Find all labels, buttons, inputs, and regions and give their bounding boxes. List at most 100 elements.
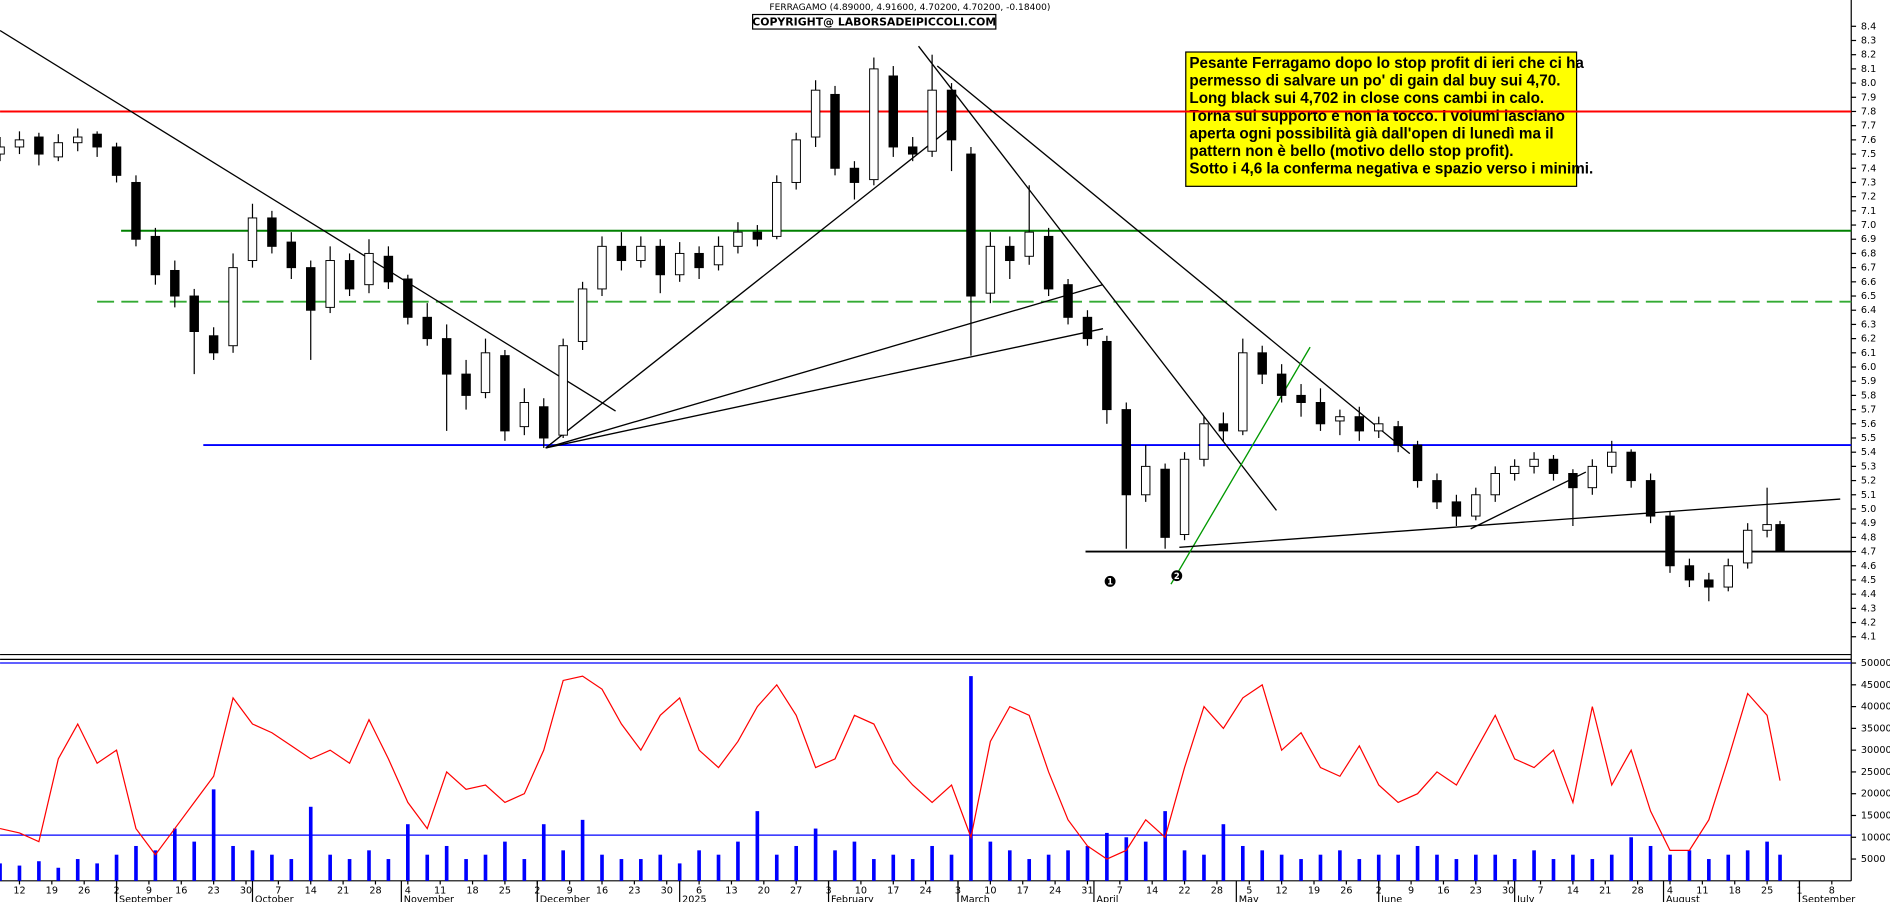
- y-tick-label: 7.7: [1861, 121, 1876, 132]
- y-tick-label: 6.9: [1861, 234, 1876, 245]
- month-label: 2025: [682, 895, 707, 902]
- trendline: [1179, 498, 1841, 548]
- x-tick-label: 11: [1696, 886, 1708, 897]
- candle-body: [772, 181, 782, 237]
- x-tick-label: 19: [1308, 886, 1320, 897]
- y-tick-label: 25000: [1861, 767, 1890, 778]
- candle-body: [985, 245, 996, 294]
- volume-bar: [1066, 850, 1070, 881]
- volume-bar: [1648, 845, 1653, 881]
- candle-body: [966, 153, 976, 297]
- candle-body: [170, 269, 180, 297]
- y-tick-label: 7.0: [1861, 220, 1876, 231]
- x-tick-label: 9: [146, 886, 152, 897]
- y-tick-label: 50000: [1861, 658, 1890, 669]
- candle-body: [1121, 409, 1132, 496]
- y-tick-label: 4.7: [1861, 547, 1876, 558]
- y-tick-label: 30000: [1861, 745, 1890, 756]
- month-label: September: [119, 895, 172, 902]
- candle-body: [150, 235, 161, 276]
- annotation-text: permesso di salvare un po' di gain dal b…: [1189, 72, 1560, 89]
- volume-bar: [1707, 859, 1711, 881]
- y-tick-label: 6.1: [1861, 348, 1876, 359]
- y-tick-label: 15000: [1861, 810, 1890, 821]
- x-tick-label: 28: [369, 886, 381, 897]
- x-tick-label: 24: [919, 886, 931, 897]
- volume-bar: [386, 859, 391, 881]
- chart-title: FERRAGAMO (4.89000, 4.91600, 4.70200, 4.…: [769, 3, 1050, 13]
- x-tick-label: 7: [1537, 886, 1543, 897]
- volume-bar: [1532, 850, 1536, 881]
- volume-bar: [1376, 854, 1381, 881]
- candle-body: [364, 252, 374, 286]
- candle-body: [636, 245, 646, 262]
- candle-body: [228, 267, 238, 347]
- candle-body: [830, 93, 840, 169]
- candle-body: [597, 245, 607, 290]
- volume-bar: [250, 850, 255, 881]
- trendline: [936, 65, 1411, 455]
- marker: [1104, 575, 1116, 587]
- y-tick-label: 4.6: [1861, 561, 1876, 572]
- y-tick-label: 5.3: [1861, 461, 1876, 472]
- volume-bar: [444, 845, 449, 881]
- candle-body: [1490, 473, 1500, 496]
- y-tick-label: 4.9: [1861, 518, 1876, 529]
- volume-bar: [1687, 850, 1692, 881]
- y-tick-label: 7.3: [1861, 177, 1876, 188]
- volume-bar: [891, 854, 896, 881]
- x-tick-label: 21: [337, 886, 349, 897]
- volume-bar: [0, 863, 2, 881]
- volume-bar: [289, 859, 294, 881]
- candle-body: [1024, 231, 1034, 257]
- x-tick-label: 9: [567, 886, 573, 897]
- candle-body: [306, 267, 316, 311]
- volume-bar: [1609, 854, 1614, 881]
- oscillator-line: [0, 675, 1781, 860]
- y-tick-label: 4.5: [1861, 575, 1876, 586]
- y-tick-label: 8.4: [1861, 21, 1876, 32]
- candle-body: [1723, 565, 1733, 588]
- x-tick-label: 27: [790, 886, 802, 897]
- volume-bar: [1007, 850, 1012, 881]
- trendline: [1470, 471, 1587, 530]
- candle-body: [1276, 373, 1287, 396]
- x-tick-label: 4: [405, 886, 411, 897]
- volume-bar: [1105, 832, 1109, 881]
- annotation-background: [1185, 51, 1578, 187]
- candle-body: [1412, 444, 1423, 482]
- volume-bar: [774, 854, 779, 881]
- candle-body: [1762, 524, 1772, 531]
- annotation-text: Torna sul supporto e non la tocco. I vol…: [1189, 108, 1565, 125]
- volume-bar: [134, 845, 138, 881]
- y-tick-label: 7.9: [1861, 92, 1876, 103]
- month-label: March: [960, 895, 989, 902]
- candle-body: [1393, 426, 1403, 446]
- y-tick-label: 20000: [1861, 789, 1890, 800]
- volume-bar: [172, 828, 177, 881]
- x-tick-label: 30: [661, 886, 673, 897]
- y-tick-label: 6.0: [1861, 362, 1876, 373]
- candle-body: [403, 278, 413, 318]
- month-label: July: [1516, 895, 1535, 902]
- y-tick-label: 5.1: [1861, 490, 1876, 501]
- candle-body: [1607, 451, 1617, 467]
- volume-bar: [736, 841, 740, 881]
- candle-body: [422, 316, 432, 340]
- x-tick-label: 22: [1178, 886, 1190, 897]
- volume-bar: [697, 850, 701, 881]
- volume-bar: [328, 854, 332, 881]
- candle-body: [1432, 480, 1442, 503]
- volume-bar: [522, 859, 527, 881]
- candle-body: [791, 139, 801, 183]
- volume-bar: [600, 854, 604, 881]
- annotation-box: Pesante Ferragamo dopo lo stop profit di…: [1185, 51, 1593, 187]
- volume-bar: [1571, 854, 1575, 881]
- month-label: June: [1380, 895, 1402, 902]
- month-label: August: [1666, 895, 1700, 902]
- x-tick-label: 28: [1211, 886, 1223, 897]
- candle-body: [111, 146, 122, 176]
- candle-body: [1587, 465, 1598, 489]
- volume-bar: [1085, 845, 1090, 881]
- x-tick-label: 25: [499, 886, 511, 897]
